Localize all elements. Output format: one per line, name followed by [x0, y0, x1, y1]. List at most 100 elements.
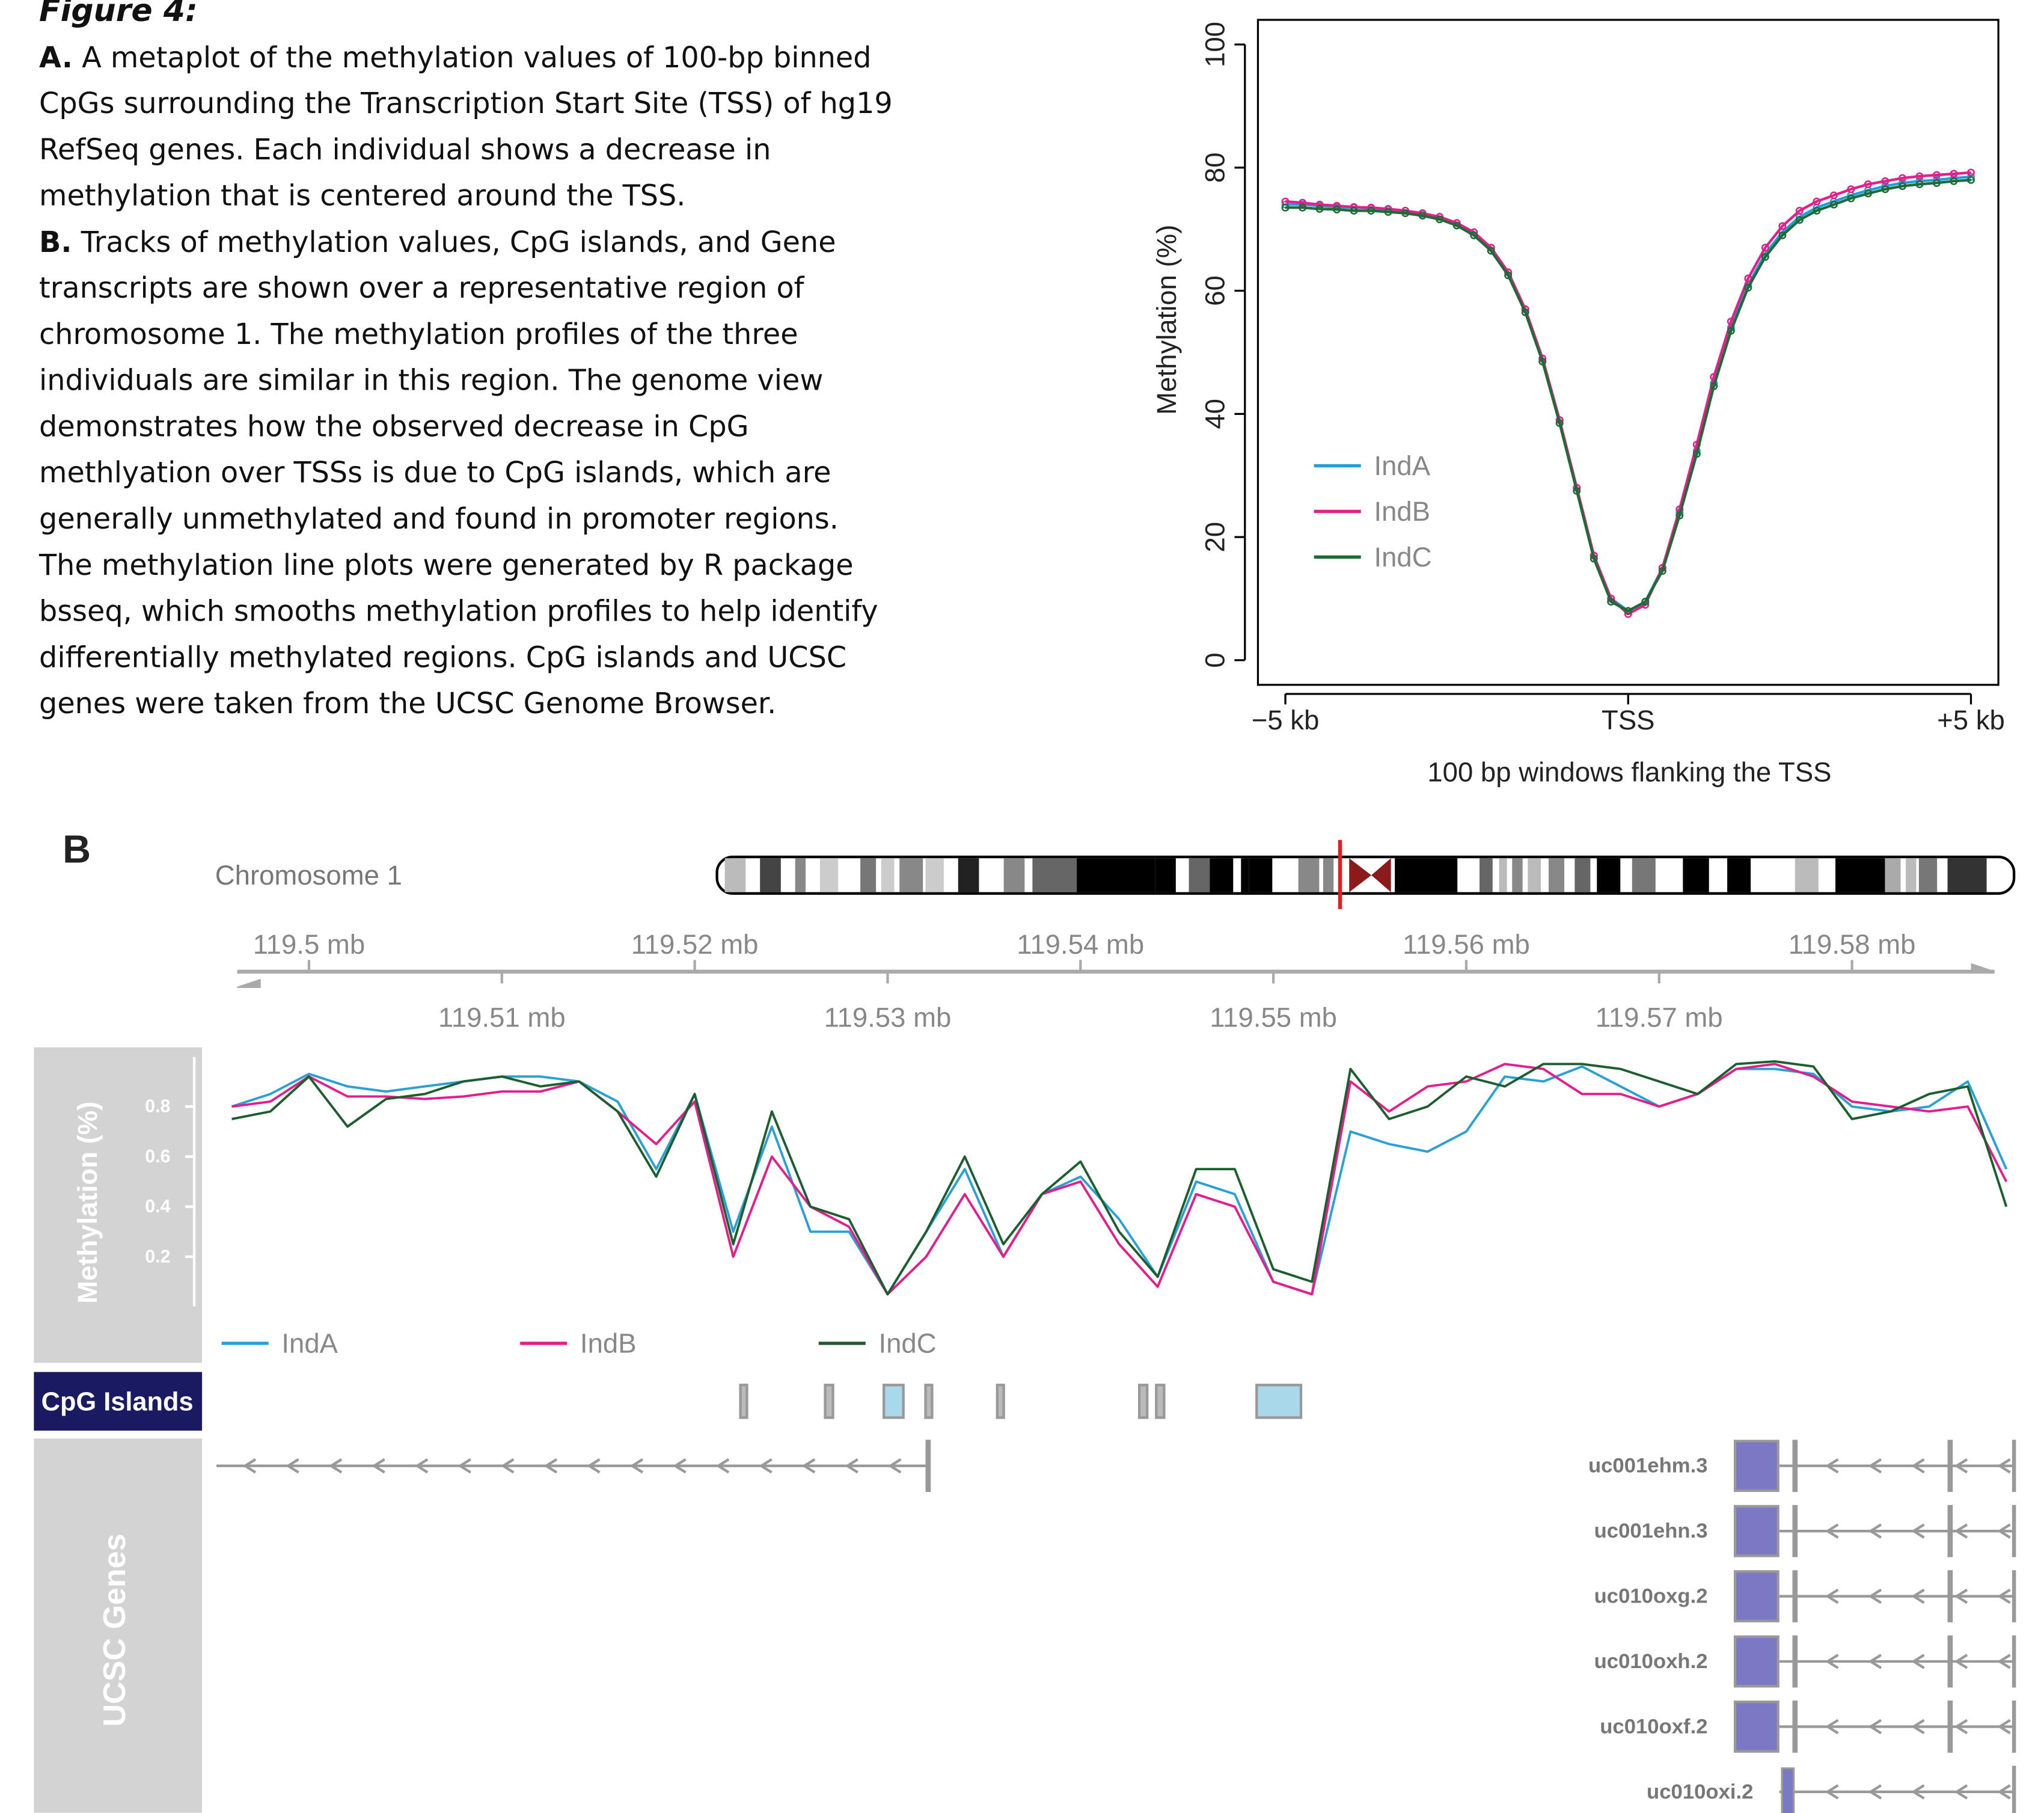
- caption-line: CpGs surrounding the Transcription Start…: [39, 87, 893, 120]
- y-tick-label: 60: [1199, 275, 1230, 306]
- axis-arrow: [237, 980, 261, 987]
- caption-label: B.: [39, 225, 72, 259]
- ideogram-band: [1395, 858, 1457, 892]
- ideogram-band: [1597, 858, 1620, 892]
- gene-name: uc001ehn.3: [1594, 1520, 1708, 1542]
- track-sidebar: [34, 1048, 202, 1363]
- cpg-island: [825, 1385, 833, 1417]
- caption-line: RefSeq genes. Each individual shows a de…: [39, 133, 771, 167]
- ideogram: [717, 840, 2015, 909]
- ideogram-band: [1512, 858, 1522, 892]
- caption-text: Tracks of methylation values, CpG island…: [81, 225, 836, 259]
- x-tick-label: 119.58 mb: [1788, 929, 1916, 960]
- gene-exon: [1735, 1506, 1778, 1556]
- legend-label: IndB: [580, 1328, 637, 1358]
- cpg-island: [741, 1385, 747, 1417]
- ideogram-band: [1249, 858, 1272, 892]
- gene-name: uc010oxg.2: [1594, 1585, 1708, 1608]
- gene-exon: [1735, 1702, 1778, 1751]
- cpg-island: [926, 1385, 932, 1417]
- y-tick-label: 80: [1199, 152, 1230, 183]
- ideogram-band: [1210, 858, 1233, 892]
- ideogram-band: [820, 858, 838, 892]
- panel-label: B: [63, 827, 91, 871]
- cpg-island: [1139, 1385, 1147, 1417]
- ideogram-band: [725, 858, 746, 892]
- ideogram-band: [1323, 858, 1333, 892]
- series-line: [232, 1061, 2007, 1294]
- cpg-island: [884, 1385, 904, 1417]
- ideogram-band: [1241, 858, 1249, 892]
- caption-line: bsseq, which smooths methylation profile…: [39, 595, 878, 628]
- ideogram-band: [1795, 858, 1819, 892]
- track-title: UCSC Genes: [97, 1533, 132, 1726]
- x-tick-label: TSS: [1602, 705, 1655, 735]
- y-tick-label: 0.4: [145, 1197, 170, 1216]
- ideogram-band: [1727, 858, 1751, 892]
- ideogram-band: [899, 858, 923, 892]
- legend-label: IndB: [1374, 496, 1430, 527]
- ideogram-band: [1032, 858, 1077, 892]
- y-tick-label: 100: [1199, 22, 1230, 67]
- ideogram-band: [1077, 858, 1155, 892]
- gene-name: uc010oxi.2: [1647, 1781, 1753, 1803]
- plot-frame: [1258, 20, 1998, 685]
- gene-name: uc010oxh.2: [1594, 1650, 1708, 1673]
- legend-label: IndA: [1374, 450, 1430, 481]
- gene-exon: [1782, 1769, 1794, 1813]
- ideogram-band: [1906, 858, 1916, 892]
- cpg-islands: [741, 1385, 1301, 1417]
- y-tick-label: 0: [1199, 652, 1230, 667]
- caption-line: individuals are similar in this region. …: [39, 364, 823, 397]
- gene-exon: [1735, 1441, 1778, 1491]
- x-axis-label: 100 bp windows flanking the TSS: [1427, 757, 1831, 788]
- x-tick-label: +5 kb: [1937, 705, 2005, 735]
- caption-text: A metaplot of the methylation values of …: [82, 41, 871, 74]
- ideogram-band: [1574, 858, 1590, 892]
- ideogram-band: [1835, 858, 1885, 892]
- x-tick-label: 119.54 mb: [1017, 929, 1144, 960]
- caption-line: transcripts are shown over a representat…: [39, 272, 805, 305]
- cpg-island: [997, 1385, 1004, 1417]
- y-axis-label: Methylation (%): [1151, 225, 1182, 415]
- x-tick-label: 119.51 mb: [438, 1002, 566, 1032]
- ideogram-band: [1549, 858, 1564, 892]
- caption-line: B. Tracks of methylation values, CpG isla…: [39, 225, 836, 259]
- ideogram-band: [760, 858, 781, 892]
- ideogram-band: [1885, 858, 1900, 892]
- gene-name: uc010oxf.2: [1600, 1715, 1707, 1738]
- caption-line: demonstrates how the observed decrease i…: [39, 410, 749, 443]
- ideogram-band: [795, 858, 806, 892]
- y-tick-label: 0.8: [145, 1097, 170, 1117]
- caption-line: methlyation over TSSs is due to CpG isla…: [39, 456, 831, 489]
- legend-label: IndC: [1374, 542, 1431, 572]
- ideogram-band: [1479, 858, 1493, 892]
- figure: Figure 4: B Chromosome 1 CpG Islands UCS…: [0, 0, 2044, 1813]
- ideogram-band: [1683, 858, 1709, 892]
- ideogram-band: [1299, 858, 1320, 892]
- series-line: [232, 1067, 2007, 1295]
- caption-label: A.: [39, 41, 73, 74]
- ideogram-band: [1948, 858, 1987, 892]
- caption-line: The methylation line plots were generate…: [38, 549, 854, 582]
- gene-exon: [1735, 1637, 1778, 1686]
- ideogram-band: [860, 858, 876, 892]
- x-tick-label: 119.55 mb: [1210, 1002, 1337, 1032]
- caption-line: A. A metaplot of the methylation values o…: [39, 41, 871, 74]
- caption-line: methylation that is centered around the …: [39, 180, 685, 213]
- caption-line: genes were taken from the UCSC Genome Br…: [39, 687, 776, 720]
- x-tick-label: 119.56 mb: [1403, 929, 1530, 960]
- gene-exon: [1735, 1571, 1778, 1621]
- legend-label: IndC: [878, 1328, 936, 1358]
- y-tick-label: 40: [1199, 399, 1230, 429]
- caption-line: chromosome 1. The methylation profiles o…: [39, 318, 798, 351]
- y-tick-label: 0.6: [145, 1147, 170, 1167]
- y-tick-label: 20: [1199, 522, 1230, 553]
- x-tick-label: 119.53 mb: [824, 1002, 952, 1032]
- x-tick-label: 119.57 mb: [1596, 1002, 1723, 1032]
- ideogram-band: [1632, 858, 1656, 892]
- cpg-island: [1156, 1385, 1164, 1417]
- chromosome-label: Chromosome 1: [215, 860, 402, 891]
- gene-name: uc001ehm.3: [1588, 1455, 1708, 1477]
- series-line: [232, 1064, 2007, 1294]
